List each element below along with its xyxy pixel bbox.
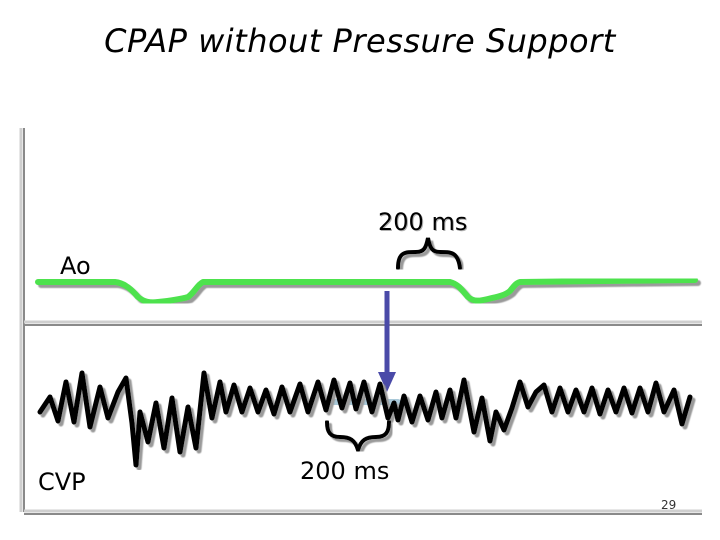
cvp-label: CVP (38, 468, 86, 496)
interval-label-bottom: 200 ms (300, 457, 390, 485)
vertical-axis (19, 128, 25, 512)
ao-label: Ao (60, 252, 91, 280)
interval-brace-top (396, 237, 462, 270)
panel-separator (24, 320, 702, 326)
page-number: 29 (661, 498, 677, 512)
slide-title: CPAP without Pressure Support (104, 22, 616, 60)
arrow (378, 291, 396, 392)
interval-brace-bottom (325, 420, 391, 457)
interval-label-top: 200 ms (378, 208, 468, 236)
cvp-trace (37, 370, 693, 468)
ao-trace (35, 277, 698, 306)
bottom-baseline (24, 509, 702, 515)
